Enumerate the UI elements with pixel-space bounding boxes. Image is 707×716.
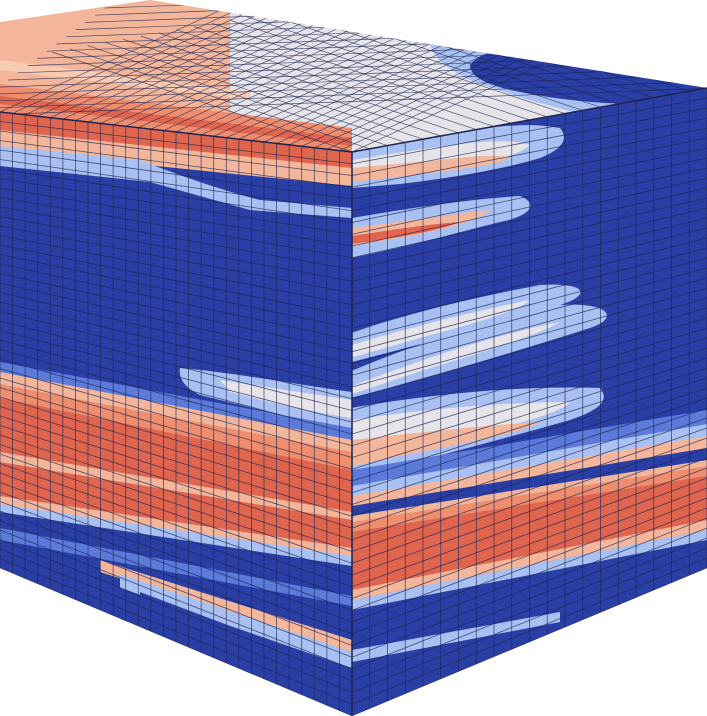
side-mesh-grid — [352, 88, 707, 716]
side-face — [352, 88, 707, 716]
front-mesh-grid — [0, 112, 352, 716]
